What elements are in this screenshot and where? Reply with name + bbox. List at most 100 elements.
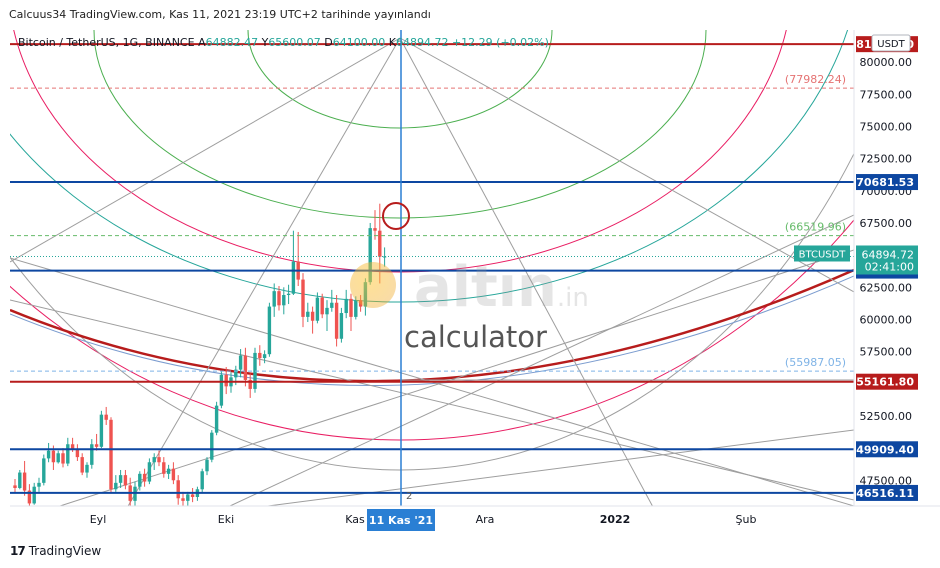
level-price-tag[interactable] [856,373,918,390]
candle-body [138,473,142,487]
fan-line-6[interactable] [59,249,854,506]
candle-body [85,464,89,473]
symbol-tag[interactable] [794,245,850,262]
fan-line-5[interactable] [10,299,854,501]
tradingview-logo-text: TradingView [28,544,102,558]
candle-body [248,379,252,389]
symbol-tag-label: BTCUSDT [799,249,847,260]
candle-body [334,302,339,339]
candle-body [157,457,161,463]
candle-body [339,313,344,339]
candle-body [382,256,387,258]
currency-badge-label: USDT [877,39,905,50]
watermark-coin-icon [350,262,396,308]
candle-body [75,449,80,458]
tradingview-logo-icon: 17 [10,544,26,558]
candle-body [70,444,75,450]
candle-body [56,453,60,463]
fan-line-1[interactable] [399,37,854,293]
time-tick-label: Ara [476,513,495,526]
fan-line-2[interactable] [120,37,401,520]
level-price-tag[interactable] [856,441,918,458]
candle-body [114,482,118,490]
candle-body [181,498,185,501]
candle-body [330,302,334,308]
candle-body [258,352,262,359]
watermark-sub: calculator [404,320,547,354]
level-price-label: 49909.40 [856,443,914,456]
price-chart[interactable]: (77982.24) (66519.96) (55987.05) 2 47500.0… [0,0,940,540]
countdown-label: 02:41:00 [865,260,914,273]
publish-bar: Calcuus34 TradingView.com, Kas 11, 2021 … [0,0,940,30]
levels-layer: (77982.24) (66519.96) (55987.05) [10,43,854,494]
price-tick-label: 80000.00 [860,56,913,69]
crosshair-date-label: 11 Kas '21 [369,514,433,527]
candle-body [238,355,243,370]
price-tick-label: 60000.00 [860,313,913,326]
candle-body [147,462,152,482]
price-tick-label: 52500.00 [860,410,913,423]
candle-body [262,354,267,359]
arc-drawing-4[interactable] [0,0,940,441]
tradingview-logo[interactable]: 17 TradingView [10,544,101,558]
candle-body [104,414,108,420]
candle-body [42,458,46,483]
level-price-label: 46516.11 [856,487,914,500]
candle-body [368,228,372,283]
candle-body [214,405,219,433]
symbol-legend: Bitcoin / TetherUS, 1G, BINANCE A64882.4… [18,36,549,49]
candle-body [205,459,209,472]
candle-body [291,261,296,294]
candle-body [99,414,104,447]
fan-line-9[interactable] [160,429,854,520]
level-price-tag[interactable] [856,484,918,501]
candle-body [162,462,166,474]
drawing-layer[interactable] [0,0,940,520]
candle-body [37,482,41,487]
candle-body [27,490,32,504]
candle-body [22,472,27,491]
candle-body [286,293,291,296]
candle-body [171,468,176,481]
candle-body [306,311,310,317]
arc-drawing-2[interactable] [8,0,792,273]
watermark-brand: altın.in [414,255,589,320]
fan-line-3[interactable] [399,37,660,520]
candle-body [109,419,113,490]
level-price-tag[interactable] [856,174,918,191]
curve-drawing-blue[interactable] [10,275,854,386]
time-tick-label: Eyl [90,513,107,526]
crosshair-date-tag[interactable] [367,509,435,531]
last-price-tag[interactable] [856,245,918,275]
candles-layer [13,203,387,506]
price-tick-label: 62500.00 [860,281,913,294]
candle-body [51,450,56,463]
candle-body [320,297,324,315]
last-price-label: 64894.72 [862,248,915,261]
arc-drawing-1[interactable] [247,0,553,129]
candle-body [378,230,382,257]
arc-drawing-5[interactable] [0,0,940,471]
fan-line-0[interactable] [10,37,401,263]
time-axis[interactable]: Eyl Eki Kas Ara 2022 Şub 11 Kas '21 [10,505,940,531]
candle-body [123,475,128,486]
candle-body [118,475,123,483]
candle-body [18,472,22,488]
currency-badge[interactable] [871,34,911,52]
candle-body [61,453,65,464]
candle-body [224,374,228,387]
time-tick-label: Kas [345,513,365,526]
candle-body [282,295,286,306]
price-axis[interactable]: 47500.0050000.0052500.0055000.0057500.00… [794,30,918,506]
candle-body [186,494,190,501]
fan-line-7[interactable] [229,214,854,506]
time-tick-label: Şub [736,513,757,526]
price-tick-label: 67500.00 [860,217,913,230]
candle-body [210,432,214,460]
publish-info: Calcuus34 TradingView.com, Kas 11, 2021 … [9,8,431,21]
candle-body [315,297,320,321]
arc-drawing-3[interactable] [0,0,862,303]
dashed-level-label: (55987.05) [785,356,846,369]
arc-drawing-0[interactable] [93,0,707,219]
candle-body [32,486,36,504]
